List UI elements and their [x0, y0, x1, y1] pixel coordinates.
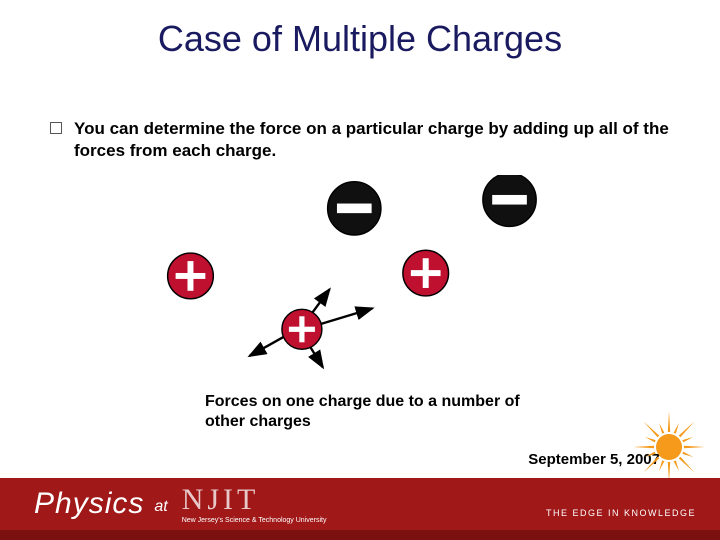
njit-text: NJIT: [182, 485, 327, 515]
footer-main: Physics at NJIT New Jersey's Science & T…: [0, 478, 720, 530]
at-label: at: [154, 492, 167, 516]
bullet-text: You can determine the force on a particu…: [74, 118, 680, 162]
slide-title: Case of Multiple Charges: [0, 18, 720, 60]
title-text: Case of Multiple Charges: [158, 18, 562, 59]
bullet-item: You can determine the force on a particu…: [50, 118, 680, 162]
njit-subtitle: New Jersey's Science & Technology Univer…: [182, 517, 327, 524]
physics-label: Physics: [34, 487, 144, 521]
bullet-marker-icon: [50, 122, 62, 134]
footer-edge-bar: [0, 530, 720, 540]
sun-icon: [628, 406, 710, 488]
diagram-caption: Forces on one charge due to a number of …: [205, 392, 525, 432]
footer-bar: Physics at NJIT New Jersey's Science & T…: [0, 478, 720, 540]
edge-in-knowledge: THE EDGE IN KNOWLEDGE: [546, 508, 696, 518]
charges-diagram: [120, 175, 560, 375]
njit-logo: NJIT New Jersey's Science & Technology U…: [182, 485, 327, 524]
